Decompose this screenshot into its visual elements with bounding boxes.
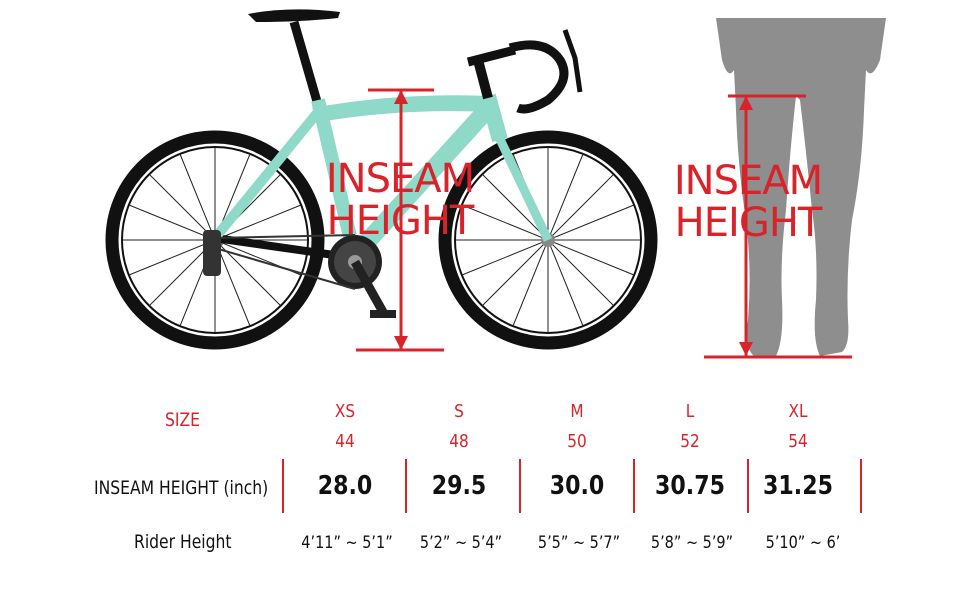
rider-height-l: 5’8” ~ 5’9” [650, 533, 734, 553]
column-divider [747, 459, 749, 513]
size-column-xs: XS 44 [290, 397, 400, 457]
inseam-value-xs: 28.0 [317, 471, 373, 501]
inseam-value-m: 30.0 [549, 471, 605, 501]
column-divider [519, 459, 521, 513]
inseam-value-l: 30.75 [655, 471, 725, 501]
inseam-value-s: 29.5 [431, 471, 487, 501]
drivetrain [203, 230, 396, 318]
column-divider [282, 459, 284, 513]
bike-inseam-label-line2: HEIGHT [327, 198, 475, 244]
size-number: 44 [335, 431, 355, 452]
legs-silhouette [716, 18, 886, 356]
size-table: SIZE INSEAM HEIGHT (inch) Rider Height X… [0, 395, 970, 600]
size-column-l: L 52 [635, 397, 745, 457]
size-number: 54 [788, 431, 808, 452]
size-column-s: S 48 [404, 397, 514, 457]
size-name: XL [788, 401, 808, 422]
bike-and-rider-illustration: INSEAM HEIGHT INSEAM HEIGHT [105, 9, 886, 359]
size-name: S [454, 401, 464, 422]
rider-height-header: Rider Height [134, 531, 232, 553]
legs-inseam-marker [704, 94, 852, 359]
size-name: XS [334, 401, 356, 422]
size-number: 50 [567, 431, 587, 452]
rider-height-xl: 5’10” ~ 6’ [765, 533, 841, 553]
size-number: 48 [449, 431, 469, 452]
inseam-value-xl: 31.25 [763, 471, 833, 501]
bike-inseam-label-line1: INSEAM [326, 156, 474, 202]
size-column-m: M 50 [522, 397, 632, 457]
legs-inseam-label-line2: HEIGHT [675, 200, 823, 246]
inseam-header: INSEAM HEIGHT (inch) [94, 477, 269, 499]
size-name: L [685, 401, 695, 422]
size-name: M [570, 401, 584, 422]
legs-inseam-label-line1: INSEAM [674, 158, 822, 204]
bike-inseam-marker [356, 88, 444, 352]
size-header: SIZE [165, 409, 201, 431]
rider-height-xs: 4’11” ~ 5’1” [301, 533, 393, 553]
size-number: 52 [680, 431, 700, 452]
column-divider [405, 459, 407, 513]
rider-height-s: 5’2” ~ 5’4” [419, 533, 503, 553]
size-column-xl: XL 54 [743, 397, 853, 457]
rider-height-m: 5’5” ~ 5’7” [537, 533, 621, 553]
column-divider [860, 459, 862, 513]
column-divider [633, 459, 635, 513]
